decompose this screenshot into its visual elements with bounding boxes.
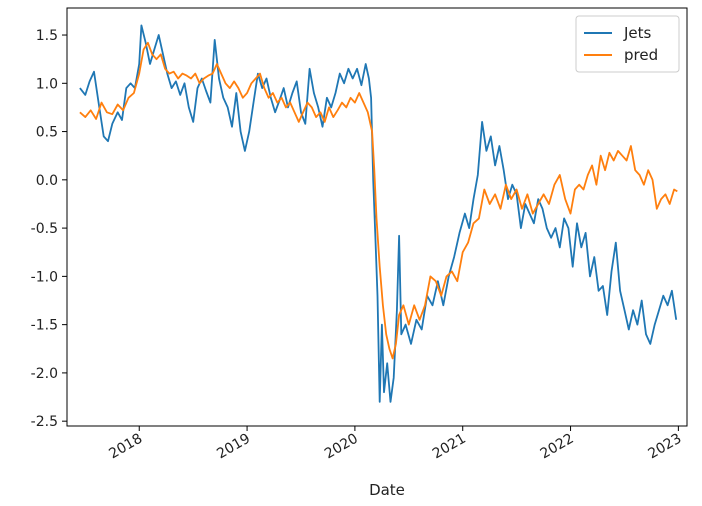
- y-tick-label: 0.0: [36, 173, 58, 189]
- legend: Jets pred: [575, 15, 680, 73]
- x-tick-label: 2022: [538, 431, 577, 463]
- legend-label-pred: pred: [624, 46, 658, 64]
- y-tick-label: -1.5: [31, 318, 58, 334]
- plot-area: [79, 24, 678, 403]
- x-axis: 2018 2019 2020 2021 2022 2023: [106, 426, 684, 462]
- y-tick-label: 1.5: [36, 28, 58, 44]
- legend-label-jets: Jets: [623, 24, 652, 42]
- x-tick-label: 2019: [214, 431, 253, 463]
- y-axis: -2.5 -2.0 -1.5 -1.0 -0.5 0.0 0.5 1.0 1.5: [31, 28, 67, 430]
- x-axis-title: Date: [369, 481, 405, 499]
- y-tick-label: -1.0: [31, 269, 58, 285]
- y-tick-label: -2.5: [31, 414, 58, 430]
- x-tick-label: 2023: [646, 431, 685, 463]
- x-tick-label: 2018: [106, 431, 145, 463]
- y-tick-label: -0.5: [31, 221, 58, 237]
- y-tick-label: 1.0: [36, 76, 58, 92]
- y-tick-label: -2.0: [31, 366, 58, 382]
- series-line-pred: [79, 41, 678, 360]
- legend-box: [575, 15, 680, 73]
- x-tick-label: 2021: [430, 431, 469, 463]
- x-tick-label: 2020: [322, 431, 361, 463]
- plot-frame: [66, 7, 688, 427]
- series-line-jets: [79, 24, 678, 403]
- y-tick-label: 0.5: [36, 125, 58, 141]
